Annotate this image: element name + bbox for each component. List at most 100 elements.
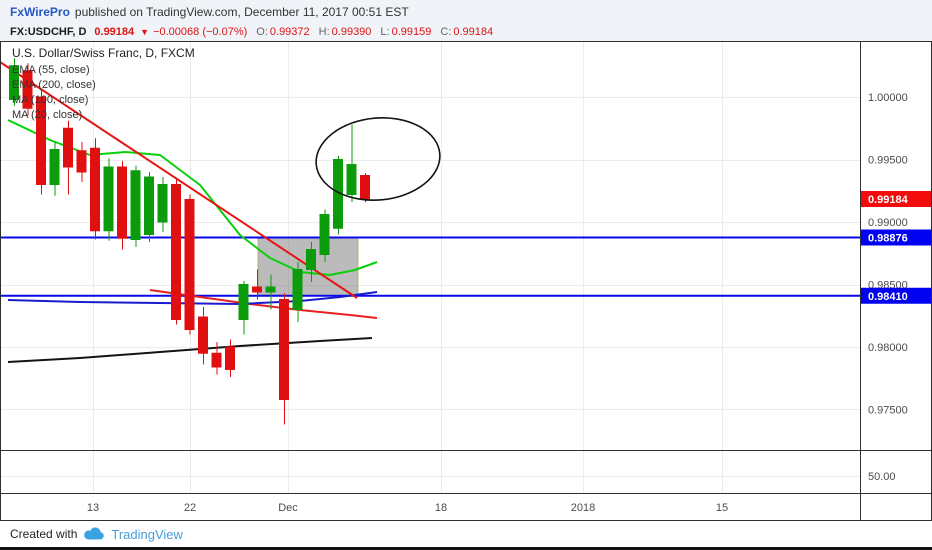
- footer-bar: Created with TradingView: [0, 521, 932, 547]
- price-tag-label: 0.98876: [868, 233, 908, 245]
- candle-body: [265, 286, 276, 293]
- candle-body: [117, 166, 127, 239]
- price-tag: 0.98410: [861, 287, 931, 304]
- candle-body: [198, 316, 208, 354]
- price-axis-label: 0.99500: [868, 155, 908, 167]
- candle-body: [144, 176, 154, 235]
- legend-items: EMA (55, close) EMA (200, close) MA (100, …: [12, 63, 195, 123]
- price-axis-label: 1.00000: [868, 92, 908, 104]
- candle: [36, 89, 46, 195]
- time-axis-label: 22: [184, 502, 196, 514]
- created-with-text: Created with: [10, 527, 78, 541]
- candle: [157, 177, 168, 232]
- candle-body: [103, 166, 114, 232]
- tradingview-logo-icon[interactable]: [83, 526, 105, 542]
- low-value: 0.99159: [391, 26, 432, 38]
- candle: [49, 142, 60, 196]
- sub-pane-label: 50.00: [868, 471, 896, 483]
- candle: [360, 173, 370, 203]
- candle: [117, 160, 127, 250]
- price-tag-label: 0.99184: [868, 194, 909, 206]
- candle-body: [36, 96, 46, 185]
- chart-legend: U.S. Dollar/Swiss Franc, D, FXCM EMA (55…: [12, 46, 195, 123]
- last-price: 0.99184: [94, 26, 135, 38]
- candle: [184, 194, 195, 335]
- price-tag-label: 0.98410: [868, 291, 908, 303]
- candle: [76, 142, 87, 182]
- candle: [252, 269, 262, 300]
- tradingview-link[interactable]: TradingView: [111, 526, 183, 542]
- price-tag: 0.99184: [861, 191, 931, 207]
- candle-body: [292, 269, 303, 310]
- time-axis-label: 2018: [571, 502, 595, 514]
- candle: [22, 63, 33, 116]
- candle-body: [49, 149, 60, 185]
- price-tags: 0.99184 0.98876 0.98410: [861, 191, 931, 304]
- high-label: H:: [318, 26, 330, 38]
- change-value: −0.00068 (−0.07%): [153, 26, 248, 38]
- candle: [171, 178, 181, 325]
- candle-body: [225, 346, 235, 370]
- publish-bar: FxWirePro published on TradingView.com, …: [0, 0, 932, 23]
- candle-body: [130, 170, 141, 240]
- candle-body: [360, 175, 370, 200]
- price-tag-bg: [861, 191, 931, 207]
- candle-body: [319, 214, 330, 255]
- candle-body: [279, 299, 289, 400]
- time-axis-label: 18: [435, 502, 447, 514]
- candle: [225, 339, 235, 377]
- candle: [144, 172, 154, 242]
- price-axis-label: 0.99000: [868, 217, 908, 229]
- candle-body: [22, 70, 33, 109]
- open-value: 0.99372: [269, 26, 310, 38]
- price-tag-bg: [861, 229, 931, 246]
- gridlines: [0, 41, 860, 493]
- time-axis-label: 13: [87, 502, 99, 514]
- candle-body: [90, 147, 100, 232]
- high-value: 0.99390: [331, 26, 372, 38]
- candles: [9, 58, 370, 425]
- source-link[interactable]: FxWirePro: [10, 4, 70, 19]
- candle: [279, 293, 289, 425]
- candle: [238, 280, 249, 335]
- legend-title: U.S. Dollar/Swiss Franc, D, FXCM: [12, 46, 195, 60]
- candle: [90, 138, 100, 240]
- candle-body: [9, 65, 19, 100]
- legend-item: EMA (55, close): [12, 64, 90, 76]
- open-label: O:: [256, 26, 268, 38]
- candle-body: [171, 184, 181, 320]
- candle-body: [238, 284, 249, 320]
- change-direction-icon: ▼: [140, 27, 150, 37]
- published-text: published on TradingView.com, December 1…: [74, 4, 409, 19]
- ellipse-annotation: [315, 117, 441, 201]
- candle: [198, 307, 208, 365]
- candle: [333, 155, 343, 235]
- candle: [63, 120, 73, 195]
- low-label: L:: [380, 26, 390, 38]
- candle-body: [76, 150, 87, 173]
- candle-body: [63, 127, 73, 168]
- bottom-border: [0, 547, 932, 550]
- candle: [292, 262, 303, 322]
- candle: [103, 158, 114, 241]
- candle-body: [157, 184, 168, 223]
- candle: [130, 165, 141, 247]
- candle-body: [184, 199, 195, 330]
- candle-body: [252, 286, 262, 293]
- legend-item: MA (100, close): [12, 94, 89, 106]
- candle-body: [306, 249, 316, 270]
- price-tag-bg: [861, 287, 931, 304]
- candle: [211, 342, 222, 375]
- symbol-label: FX:USDCHF, D: [10, 26, 87, 38]
- candle: [265, 274, 276, 310]
- legend-item: MA (20, close): [12, 109, 83, 121]
- price-tag: 0.98876: [861, 229, 931, 246]
- candle-body: [346, 164, 357, 195]
- time-axis-label: 15: [716, 502, 728, 514]
- symbol-bar: FX:USDCHF, D 0.99184 ▼ −0.00068 (−0.07%)…: [0, 23, 932, 41]
- candle: [9, 58, 19, 106]
- legend-item: EMA (200, close): [12, 79, 96, 91]
- candle: [319, 209, 330, 262]
